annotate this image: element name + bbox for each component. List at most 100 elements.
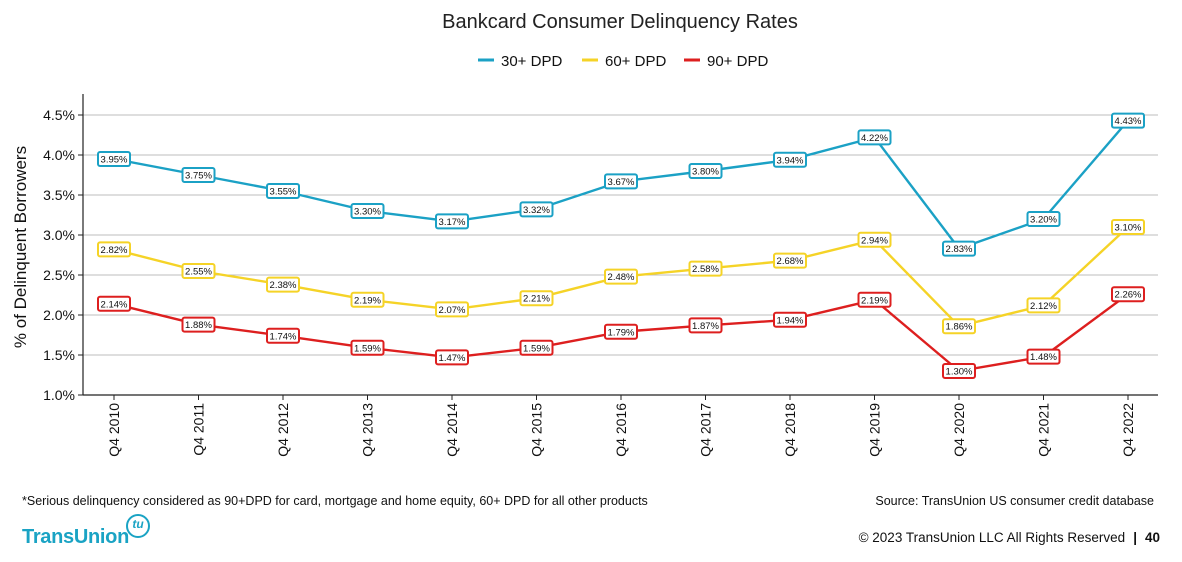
data-label-text: 3.17% bbox=[439, 217, 466, 228]
data-label-box bbox=[942, 318, 976, 335]
data-label-text: 2.19% bbox=[354, 295, 381, 306]
data-label-text: 1.74% bbox=[270, 331, 297, 342]
data-label-box bbox=[350, 339, 385, 356]
data-label: 3.32% bbox=[519, 201, 554, 218]
x-tick-label: Q4 2022 bbox=[1120, 403, 1136, 457]
data-label: 1.86% bbox=[942, 318, 976, 335]
data-label-text: 3.95% bbox=[101, 155, 128, 166]
data-label-text: 3.55% bbox=[270, 187, 297, 198]
data-label-text: 3.20% bbox=[1030, 215, 1057, 226]
data-label-box bbox=[1111, 112, 1145, 129]
x-tick-label: Q4 2019 bbox=[867, 403, 883, 457]
data-label: 2.83% bbox=[942, 240, 976, 257]
y-tick-label: 3.5% bbox=[43, 187, 75, 203]
x-tick-label: Q4 2015 bbox=[529, 403, 545, 457]
data-label-box bbox=[435, 349, 469, 366]
data-label: 2.19% bbox=[857, 291, 892, 308]
x-tick-label: Q4 2020 bbox=[951, 403, 967, 457]
data-label-box bbox=[97, 241, 131, 258]
data-label: 1.48% bbox=[1026, 348, 1061, 365]
data-label-box bbox=[773, 311, 807, 328]
data-label-text: 2.83% bbox=[946, 244, 973, 255]
legend: 30+ DPD 60+ DPD 90+ DPD bbox=[478, 53, 768, 70]
data-label-box bbox=[773, 252, 807, 269]
data-label: 1.30% bbox=[942, 363, 976, 379]
data-label: 2.19% bbox=[350, 291, 385, 308]
data-label: 3.20% bbox=[1026, 211, 1061, 227]
data-label-box bbox=[688, 163, 723, 179]
data-label: 3.55% bbox=[266, 183, 300, 199]
x-tick-label: Q4 2017 bbox=[698, 403, 714, 457]
data-label-text: 2.26% bbox=[1115, 290, 1142, 301]
data-label-box bbox=[857, 129, 892, 146]
data-label-box bbox=[350, 291, 385, 308]
data-label-box bbox=[604, 173, 638, 190]
data-label: 2.12% bbox=[1026, 297, 1061, 314]
data-label-text: 1.47% bbox=[439, 353, 466, 364]
y-tick-label: 4.0% bbox=[43, 147, 75, 163]
data-label: 1.94% bbox=[773, 311, 807, 328]
data-label-box bbox=[97, 151, 131, 167]
chart: Bankcard Consumer Delinquency Rates 30+ … bbox=[11, 11, 1158, 457]
x-tick-label: Q4 2016 bbox=[613, 403, 629, 457]
data-label-box bbox=[604, 323, 638, 340]
x-tick-label: Q4 2021 bbox=[1036, 403, 1052, 457]
logo-mark-icon: tu bbox=[126, 514, 150, 538]
data-label-text: 2.19% bbox=[861, 295, 888, 306]
x-tick-label: Q4 2012 bbox=[275, 403, 291, 457]
data-label-box bbox=[266, 276, 300, 293]
data-label: 4.43% bbox=[1111, 112, 1145, 129]
data-label: 2.48% bbox=[604, 268, 638, 285]
data-label-box bbox=[97, 295, 131, 312]
data-label-box bbox=[857, 231, 892, 248]
data-label-text: 3.80% bbox=[692, 167, 719, 178]
data-label: 4.22% bbox=[857, 129, 892, 146]
x-tick-label: Q4 2010 bbox=[106, 403, 122, 457]
data-label-text: 2.94% bbox=[861, 235, 888, 246]
data-label-text: 2.58% bbox=[692, 264, 719, 275]
x-tick-label: Q4 2014 bbox=[444, 403, 460, 457]
data-label: 1.47% bbox=[435, 349, 469, 366]
data-label-box bbox=[1111, 286, 1145, 303]
y-tick-label: 1.0% bbox=[43, 387, 75, 403]
data-label-text: 2.07% bbox=[439, 305, 466, 316]
y-tick-label: 2.0% bbox=[43, 307, 75, 323]
data-label-box bbox=[942, 240, 976, 257]
data-label-text: 2.48% bbox=[608, 272, 635, 283]
data-label-text: 2.68% bbox=[777, 256, 804, 267]
data-label: 2.68% bbox=[773, 252, 807, 269]
data-label-text: 1.88% bbox=[185, 320, 212, 331]
copyright-text: © 2023 TransUnion LLC All Rights Reserve… bbox=[858, 530, 1126, 545]
data-label: 1.79% bbox=[604, 323, 638, 340]
data-label-text: 1.79% bbox=[608, 327, 635, 338]
data-label-box bbox=[519, 290, 554, 307]
data-label-text: 2.12% bbox=[1030, 301, 1057, 312]
data-label-box bbox=[773, 151, 807, 168]
data-label-text: 3.67% bbox=[608, 177, 635, 188]
y-tick-labels: 1.0% 1.5% 2.0% 2.5% 3.0% 3.5% 4.0% 4.5% bbox=[43, 107, 75, 403]
footnote: *Serious delinquency considered as 90+DP… bbox=[22, 494, 648, 508]
data-label-box bbox=[1111, 219, 1145, 235]
data-label: 3.17% bbox=[435, 213, 469, 230]
data-label-box bbox=[604, 268, 638, 285]
data-label-box bbox=[519, 339, 554, 356]
x-tick-label: Q4 2013 bbox=[360, 403, 376, 457]
legend-label: 30+ DPD bbox=[501, 53, 562, 70]
data-label: 2.38% bbox=[266, 276, 300, 293]
data-label-box bbox=[181, 263, 216, 279]
data-label: 2.94% bbox=[857, 231, 892, 248]
y-axis-label: % of Delinquent Borrowers bbox=[11, 146, 30, 348]
data-label: 1.59% bbox=[519, 339, 554, 356]
logo-text: TransUnion bbox=[22, 526, 130, 548]
data-label: 3.67% bbox=[604, 173, 638, 190]
data-label: 2.14% bbox=[97, 295, 131, 312]
data-label-text: 3.94% bbox=[777, 155, 804, 166]
data-label-text: 1.86% bbox=[946, 322, 973, 333]
data-label-text: 1.30% bbox=[946, 367, 973, 378]
y-tick-label: 4.5% bbox=[43, 107, 75, 123]
page-number: 40 bbox=[1144, 530, 1160, 545]
data-label-text: 3.30% bbox=[354, 207, 381, 218]
data-label-text: 3.32% bbox=[523, 205, 550, 216]
data-label-box bbox=[1026, 211, 1061, 227]
data-label-text: 4.22% bbox=[861, 133, 888, 144]
